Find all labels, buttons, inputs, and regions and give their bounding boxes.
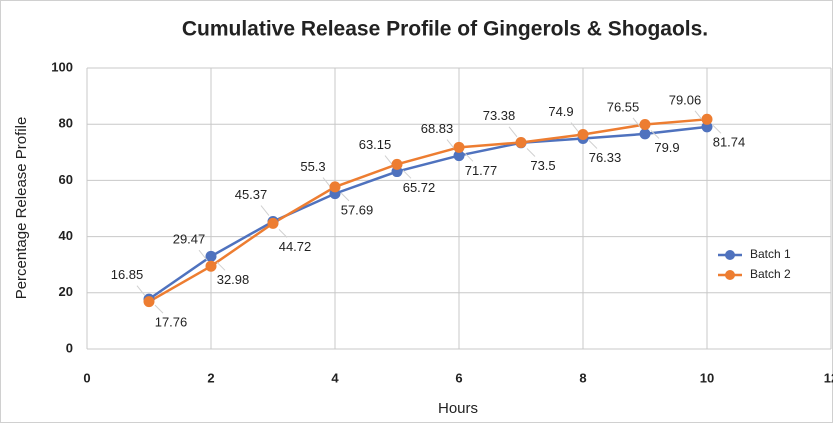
data-label: 79.06: [669, 92, 702, 107]
data-point: [701, 113, 713, 125]
label-leader: [464, 152, 474, 162]
data-label: 65.72: [403, 180, 436, 195]
data-point: [143, 296, 155, 308]
y-tick-label: 100: [51, 59, 73, 74]
data-label: 45.37: [235, 187, 268, 202]
series-line: [148, 125, 708, 301]
data-label: 79.9: [654, 140, 679, 155]
data-label: 73.5: [530, 158, 555, 173]
label-leader: [588, 140, 598, 149]
data-label: 57.69: [341, 202, 374, 217]
data-label: 74.9: [548, 104, 573, 119]
data-point: [205, 260, 217, 272]
data-label: 44.72: [279, 239, 312, 254]
data-label: 73.38: [483, 108, 516, 123]
data-point: [391, 158, 403, 170]
series-line: [148, 118, 708, 303]
y-tick-label: 80: [59, 116, 73, 131]
label-leader: [340, 192, 350, 202]
label-leader: [278, 228, 288, 238]
data-label: 17.76: [155, 315, 188, 330]
legend-marker: [725, 250, 735, 260]
data-point: [515, 136, 527, 148]
x-tick-label: 2: [207, 370, 214, 385]
y-axis-label: Percentage Release Profile: [13, 117, 30, 300]
data-point: [453, 141, 465, 153]
data-label: 32.98: [217, 272, 250, 287]
data-point: [329, 181, 341, 193]
data-label: 29.47: [173, 232, 206, 247]
label-leader: [154, 304, 164, 314]
chart-title: Cumulative Release Profile of Gingerols …: [182, 18, 708, 41]
data-label: 71.77: [465, 163, 498, 178]
label-leader: [198, 249, 208, 261]
data-label: 55.3: [300, 159, 325, 174]
label-leader: [402, 169, 412, 179]
label-leader: [260, 205, 270, 216]
legend-label: Batch 1: [750, 247, 791, 261]
label-leader: [136, 285, 146, 296]
data-label: 76.33: [589, 150, 622, 165]
x-tick-label: 4: [331, 370, 339, 385]
data-label: 63.15: [359, 137, 392, 152]
data-point: [267, 217, 279, 229]
data-point: [639, 118, 651, 130]
label-leader: [650, 130, 660, 139]
legend-label: Batch 2: [750, 267, 791, 281]
label-leader: [632, 117, 642, 129]
data-label: 68.83: [421, 121, 454, 136]
label-leader: [526, 148, 536, 157]
data-point: [639, 128, 651, 140]
legend-marker: [725, 270, 735, 280]
data-label: 76.55: [607, 99, 640, 114]
x-tick-label: 6: [455, 370, 462, 385]
data-point: [453, 150, 465, 162]
label-leader: [216, 261, 226, 271]
x-axis-label: Hours: [438, 400, 478, 417]
x-tick-label: 10: [700, 370, 714, 385]
x-tick-label: 0: [83, 370, 90, 385]
x-tick-label: 12: [824, 370, 833, 385]
data-point: [577, 129, 589, 141]
data-point: [701, 121, 713, 133]
data-label: 81.74: [713, 135, 746, 150]
label-leader: [508, 126, 518, 138]
data-label: 16.85: [111, 267, 144, 282]
y-tick-label: 20: [59, 284, 73, 299]
y-tick-label: 60: [59, 172, 73, 187]
y-tick-label: 0: [66, 340, 73, 355]
label-leader: [712, 124, 722, 134]
data-point: [205, 250, 217, 262]
label-leader: [570, 122, 580, 133]
y-tick-label: 40: [59, 228, 73, 243]
x-tick-label: 8: [579, 370, 586, 385]
